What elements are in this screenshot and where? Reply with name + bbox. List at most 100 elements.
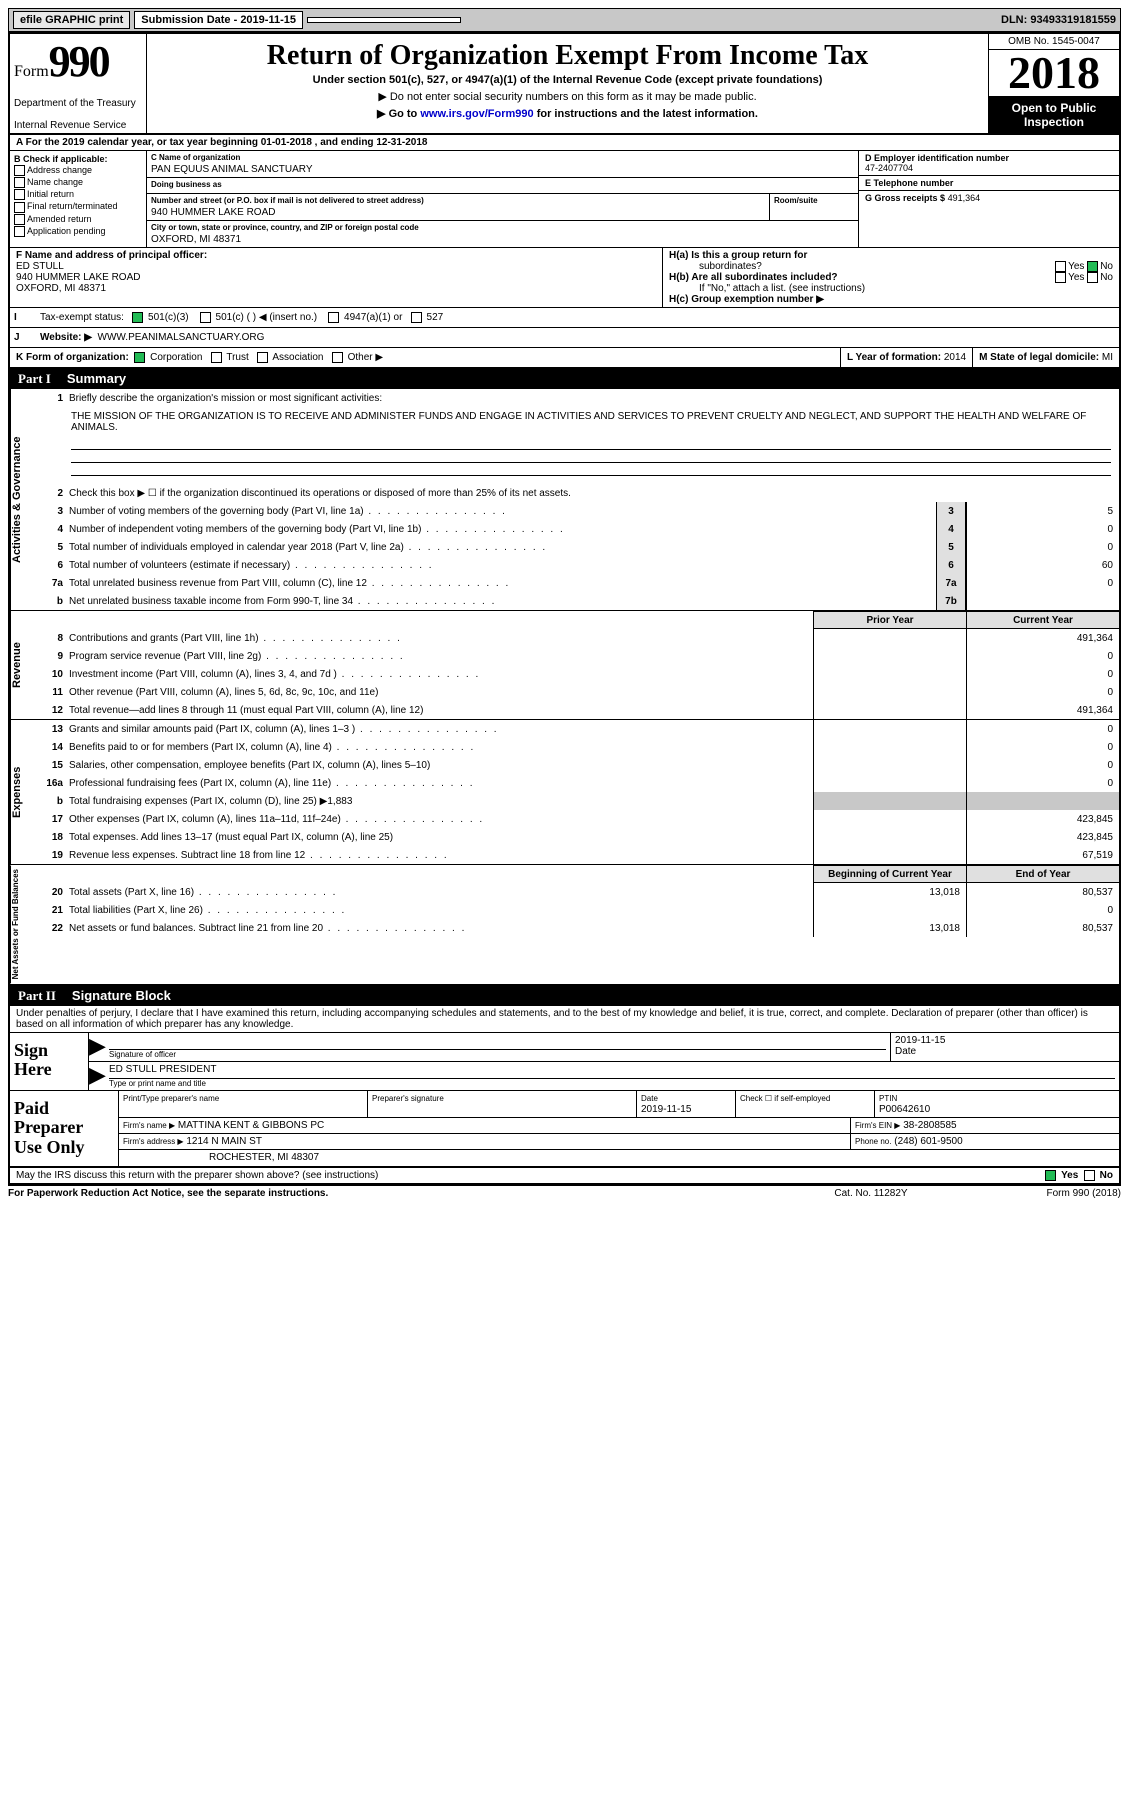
j-label: J [10, 328, 36, 347]
rule1 [71, 437, 1111, 450]
l8-prior [813, 629, 966, 647]
l17-num: 17 [35, 814, 69, 825]
l9-prior [813, 647, 966, 665]
cb-final-return[interactable] [14, 202, 25, 213]
cb-4947[interactable] [328, 312, 339, 323]
opt-501c3: 501(c)(3) [148, 312, 189, 323]
efile-top-bar: efile GRAPHIC print Submission Date - 20… [8, 8, 1121, 32]
i-label: I [10, 308, 36, 327]
l22-begin: 13,018 [813, 919, 966, 937]
form-990-number: 990 [49, 37, 109, 86]
l20-begin: 13,018 [813, 883, 966, 901]
l15-num: 15 [35, 760, 69, 771]
l13-cur: 0 [966, 720, 1119, 738]
l4-val: 0 [966, 520, 1119, 538]
part1-tag: Part I [18, 371, 51, 387]
sign-arrow-icon-2: ▶ [89, 1062, 105, 1090]
firm-addr1: 1214 N MAIN ST [186, 1136, 262, 1147]
tab-governance: Activities & Governance [10, 389, 35, 610]
b-heading: B Check if applicable: [14, 154, 108, 164]
cb-527[interactable] [411, 312, 422, 323]
discuss-row: May the IRS discuss this return with the… [10, 1168, 1119, 1184]
cb-pending[interactable] [14, 226, 25, 237]
l17-cur: 423,845 [966, 810, 1119, 828]
l6-val: 60 [966, 556, 1119, 574]
sig-date-val: 2019-11-15 [895, 1035, 1115, 1046]
cb-hb-yes[interactable] [1055, 272, 1066, 283]
l16a-prior [813, 774, 966, 792]
l7a-num: 7a [35, 578, 69, 589]
hb-no: No [1100, 272, 1113, 283]
efile-graphic-btn[interactable]: efile GRAPHIC print [13, 11, 130, 29]
irs-label: Internal Revenue Service [14, 120, 142, 131]
preparer-right: Print/Type preparer's name Preparer's si… [118, 1091, 1119, 1166]
l18-desc: Total expenses. Add lines 13–17 (must eq… [69, 830, 813, 845]
opt-527: 527 [427, 312, 444, 323]
begin-year-hdr: Beginning of Current Year [813, 865, 966, 883]
l11-desc: Other revenue (Part VIII, column (A), li… [69, 685, 813, 700]
prep-h2: Preparer's signature [372, 1094, 444, 1103]
cb-501c[interactable] [200, 312, 211, 323]
l7b-box: 7b [936, 592, 966, 610]
cb-discuss-yes[interactable] [1045, 1170, 1056, 1181]
cb-corp[interactable] [134, 352, 145, 363]
c-label: C Name of organization [151, 153, 854, 162]
open-public-1: Open to Public [993, 101, 1115, 115]
l13-desc: Grants and similar amounts paid (Part IX… [69, 722, 813, 737]
cb-amended[interactable] [14, 214, 25, 225]
netassets-block: Net Assets or Fund Balances Beginning of… [10, 865, 1119, 985]
cb-501c3[interactable] [132, 312, 143, 323]
fundraising-link[interactable]: 1,883 [327, 796, 352, 807]
i-content: Tax-exempt status: 501(c)(3) 501(c) ( ) … [36, 308, 1119, 327]
l-year: L Year of formation: 2014 [840, 348, 972, 367]
submission-date-field: Submission Date - 2019-11-15 [134, 11, 303, 29]
l12-desc: Total revenue—add lines 8 through 11 (mu… [69, 703, 813, 718]
cb-address-change[interactable] [14, 165, 25, 176]
l10-desc: Investment income (Part VIII, column (A)… [69, 667, 813, 682]
part2-title: Signature Block [72, 988, 171, 1004]
tax-year: 2018 [989, 50, 1119, 97]
discuss-no: No [1100, 1170, 1113, 1181]
l15-prior [813, 756, 966, 774]
sign-here-block: Sign Here ▶ Signature of officer 2019-11… [10, 1033, 1119, 1091]
cb-name-change[interactable] [14, 177, 25, 188]
l16b-cur [966, 792, 1119, 810]
ha-label: H(a) Is this a group return for [669, 250, 807, 261]
l11-cur: 0 [966, 683, 1119, 701]
cb-hb-no[interactable] [1087, 272, 1098, 283]
officer-addr2: OXFORD, MI 48371 [16, 283, 106, 294]
cb-ha-no[interactable] [1087, 261, 1098, 272]
irs-link[interactable]: www.irs.gov/Form990 [420, 108, 533, 120]
l7a-val: 0 [966, 574, 1119, 592]
l9-desc: Program service revenue (Part VIII, line… [69, 649, 813, 664]
l7b-desc: Net unrelated business taxable income fr… [69, 594, 936, 609]
l16b-pre: Total fundraising expenses (Part IX, col… [69, 796, 327, 807]
cb-initial-return[interactable] [14, 189, 25, 200]
l5-desc: Total number of individuals employed in … [69, 540, 936, 555]
l5-box: 5 [936, 538, 966, 556]
l16a-cur: 0 [966, 774, 1119, 792]
footer-catno: Cat. No. 11282Y [771, 1188, 971, 1199]
form-number: Form990 [14, 36, 142, 87]
cb-trust[interactable] [211, 352, 222, 363]
cb-ha-yes[interactable] [1055, 261, 1066, 272]
l12-cur: 491,364 [966, 701, 1119, 719]
l4-box: 4 [936, 520, 966, 538]
section-cd: C Name of organization PAN EQUUS ANIMAL … [147, 151, 858, 247]
l6-desc: Total number of volunteers (estimate if … [69, 558, 936, 573]
i-text: Tax-exempt status: [40, 312, 124, 323]
cb-other[interactable] [332, 352, 343, 363]
l12-prior [813, 701, 966, 719]
governance-block: Activities & Governance 1Briefly describ… [10, 389, 1119, 611]
governance-section: 1Briefly describe the organization's mis… [35, 389, 1119, 610]
part2-header: Part II Signature Block [10, 986, 1119, 1006]
expenses-section: 13Grants and similar amounts paid (Part … [35, 720, 1119, 864]
l2-desc: Check this box ▶ ☐ if the organization d… [69, 486, 1119, 501]
cb-assoc[interactable] [257, 352, 268, 363]
l15-cur: 0 [966, 756, 1119, 774]
revenue-block: Revenue Prior YearCurrent Year 8Contribu… [10, 611, 1119, 720]
prior-year-hdr: Prior Year [813, 611, 966, 629]
sign-here-label: Sign Here [10, 1033, 88, 1090]
ha2: subordinates? [669, 261, 1055, 272]
cb-discuss-no[interactable] [1084, 1170, 1095, 1181]
